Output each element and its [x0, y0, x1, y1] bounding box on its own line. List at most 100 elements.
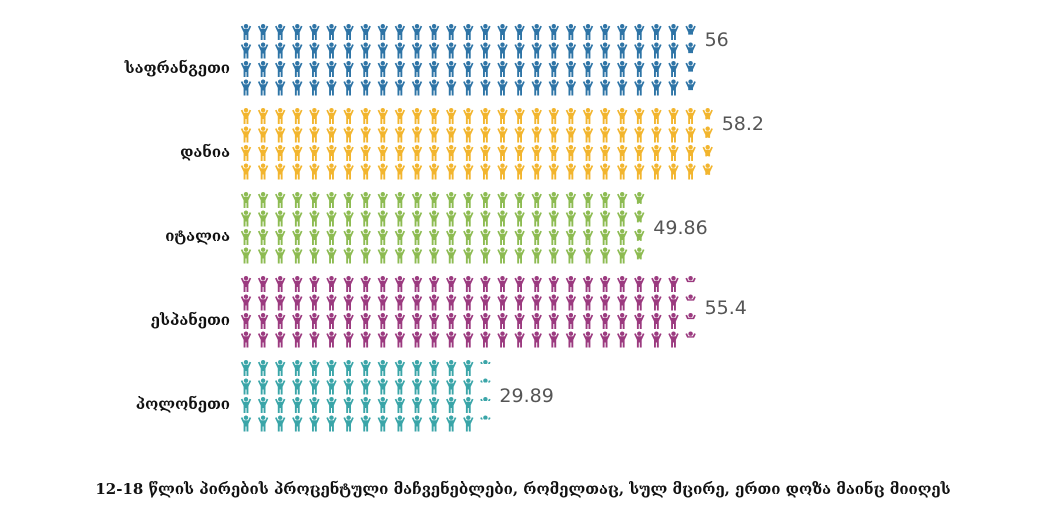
- person-icon: [360, 145, 371, 161]
- person-icon: [377, 397, 388, 413]
- person-icon: [275, 24, 286, 40]
- person-icon: [394, 313, 406, 329]
- person-icon: [617, 163, 628, 180]
- person-icon: [565, 276, 577, 292]
- person-icon: [309, 42, 320, 59]
- person-icon: [240, 378, 252, 395]
- person-icon: [463, 192, 474, 208]
- person-icon: [377, 24, 388, 40]
- person-icon: [582, 229, 594, 245]
- person-icon: [257, 61, 269, 77]
- person-icon: [599, 313, 611, 329]
- person-icon: [480, 378, 491, 383]
- person-icon: [257, 79, 269, 96]
- person-icon: [428, 24, 440, 40]
- person-icon: [394, 378, 406, 395]
- person-icon: [326, 126, 337, 143]
- person-icon: [411, 61, 423, 77]
- person-icon: [377, 360, 388, 376]
- person-icon: [309, 294, 320, 311]
- person-icon: [360, 108, 371, 124]
- person-icon: [411, 313, 423, 329]
- person-icon: [292, 24, 303, 40]
- person-icon: [275, 42, 286, 59]
- person-icon: [360, 331, 371, 348]
- person-icon: [548, 42, 559, 59]
- person-icon: [411, 192, 423, 208]
- person-icon: [497, 61, 508, 77]
- person-icon: [326, 61, 337, 77]
- person-icon: [275, 415, 286, 432]
- person-icon: [514, 108, 525, 124]
- person-icon: [343, 247, 354, 264]
- category-label-poland: პოლონეთი: [135, 395, 230, 413]
- person-icon: [326, 415, 337, 432]
- person-icon: [480, 163, 491, 180]
- person-icon: [617, 79, 628, 96]
- person-icon: [548, 79, 559, 96]
- person-icon: [599, 229, 611, 245]
- person-icon: [394, 415, 406, 432]
- person-icon: [428, 79, 440, 96]
- person-icon: [463, 79, 474, 96]
- person-icon: [309, 163, 320, 180]
- person-icon: [309, 229, 320, 245]
- person-icon: [240, 397, 252, 413]
- person-icon: [480, 210, 491, 227]
- person-icon: [377, 294, 388, 311]
- person-icon: [446, 42, 457, 59]
- person-icon: [651, 108, 662, 124]
- person-icon: [514, 79, 525, 96]
- person-icon: [343, 61, 354, 77]
- person-icon: [651, 42, 662, 59]
- person-icon: [599, 276, 611, 292]
- person-icon: [582, 192, 594, 208]
- person-icon: [240, 313, 252, 329]
- person-icon: [309, 210, 320, 227]
- person-icon: [377, 378, 388, 395]
- person-icon: [257, 247, 269, 264]
- person-icon: [668, 126, 679, 143]
- pictograph-icons: [240, 24, 713, 432]
- person-icon: [292, 192, 303, 208]
- person-icon: [240, 145, 252, 161]
- person-icon: [463, 331, 474, 348]
- person-icon: [428, 313, 440, 329]
- person-icon: [240, 192, 252, 208]
- person-icon: [360, 42, 371, 59]
- person-icon: [497, 163, 508, 180]
- person-icon: [463, 108, 474, 124]
- person-icon: [634, 229, 645, 241]
- person-icon: [599, 247, 611, 264]
- person-icon: [497, 247, 508, 264]
- person-icon: [531, 192, 542, 208]
- person-icon: [377, 42, 388, 59]
- person-icon: [702, 108, 713, 120]
- person-icon: [309, 276, 320, 292]
- person-icon: [497, 229, 508, 245]
- person-icon: [240, 79, 252, 96]
- person-icon: [582, 42, 594, 59]
- person-icon: [565, 61, 577, 77]
- person-icon: [240, 360, 252, 376]
- person-icon: [685, 108, 696, 124]
- person-icon: [548, 126, 559, 143]
- person-icon: [514, 331, 525, 348]
- person-icon: [599, 294, 611, 311]
- person-icon: [514, 192, 525, 208]
- person-icon: [377, 276, 388, 292]
- person-icon: [634, 163, 645, 180]
- person-icon: [309, 126, 320, 143]
- person-icon: [463, 229, 474, 245]
- person-icon: [565, 42, 577, 59]
- person-icon: [257, 126, 269, 143]
- person-icon: [599, 108, 611, 124]
- person-icon: [343, 210, 354, 227]
- person-icon: [634, 331, 645, 348]
- person-icon: [275, 276, 286, 292]
- person-icon: [309, 24, 320, 40]
- person-icon: [446, 108, 457, 124]
- person-icon: [292, 397, 303, 413]
- person-icon: [497, 126, 508, 143]
- person-icon: [617, 24, 628, 40]
